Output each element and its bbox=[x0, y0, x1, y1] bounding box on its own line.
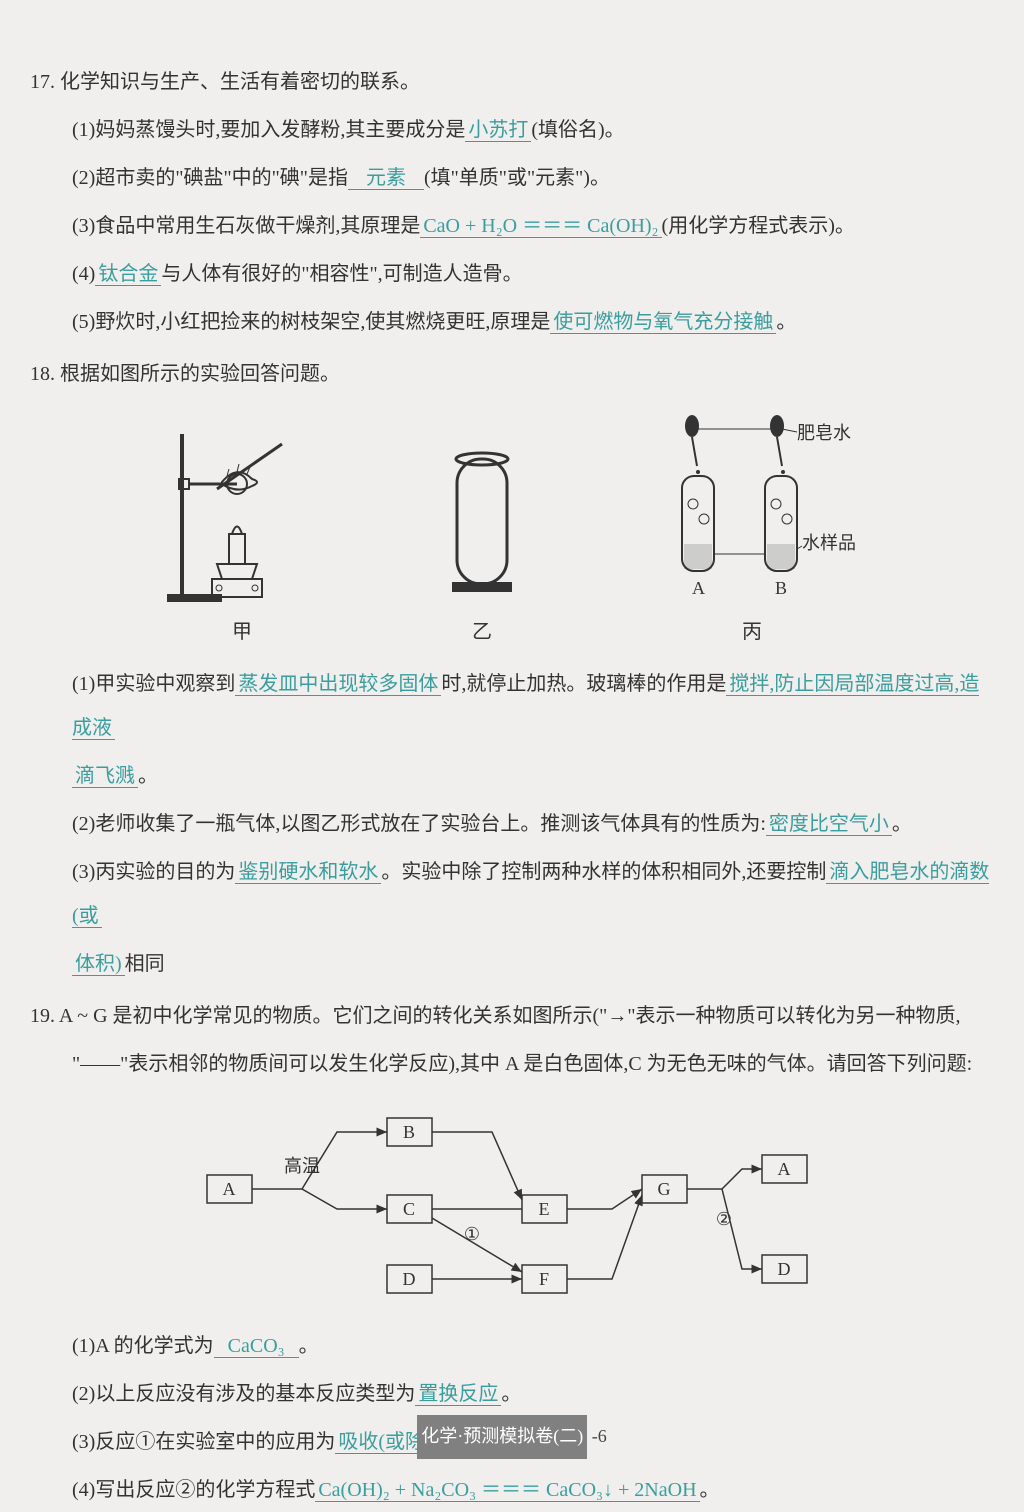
q17-sub5: (5)野炊时,小红把捡来的树枝架空,使其燃烧更旺,原理是使可燃物与氧气充分接触。 bbox=[30, 300, 994, 344]
q17-sub1: (1)妈妈蒸馒头时,要加入发酵粉,其主要成分是小苏打(填俗名)。 bbox=[30, 108, 994, 152]
q18-s2-a: (2)老师收集了一瓶气体,以图乙形式放在了实验台上。推测该气体具有的性质为: bbox=[72, 813, 766, 835]
substance-flowchart-icon: A B C D E F G A D 高温 ① ② bbox=[162, 1100, 862, 1310]
q18-number: 18. bbox=[30, 363, 55, 385]
q18-stem: 根据如图所示的实验回答问题。 bbox=[60, 363, 340, 385]
q17-s2-b: (填"单质"或"元素")。 bbox=[424, 167, 610, 189]
soap-water-test-icon: 肥皂水 水样品 A B bbox=[647, 414, 857, 604]
q18-s1-ans2-l2: 滴飞溅 bbox=[72, 765, 138, 788]
q17-s1-b: (填俗名)。 bbox=[531, 119, 624, 141]
q18-sub1-cont: 滴飞溅。 bbox=[30, 754, 994, 798]
q18-s1-c: 。 bbox=[138, 765, 158, 787]
node-g: G bbox=[658, 1179, 671, 1199]
q18-sub3-cont: 体积)相同 bbox=[30, 942, 994, 986]
q18-s3-ans2-l2: 体积) bbox=[72, 953, 125, 976]
q19-s4-b: 。 bbox=[700, 1479, 720, 1501]
q18-s2-ans: 密度比空气小 bbox=[766, 813, 892, 836]
hi-temp-label: 高温 bbox=[284, 1156, 320, 1176]
node-c: C bbox=[403, 1199, 415, 1219]
evaporation-setup-icon bbox=[167, 424, 317, 604]
q18-sub2: (2)老师收集了一瓶气体,以图乙形式放在了实验台上。推测该气体具有的性质为:密度… bbox=[30, 802, 994, 846]
tube-b-label: B bbox=[775, 578, 787, 598]
q17-s4-a: (4) bbox=[72, 263, 95, 285]
q17-sub3: (3)食品中常用生石灰做干燥剂,其原理是CaO + H₂O ＝＝＝ Ca(OH)… bbox=[30, 204, 994, 248]
q19-s4-a: (4)写出反应②的化学方程式 bbox=[72, 1479, 315, 1501]
node-b: B bbox=[403, 1122, 415, 1142]
q19-s1-ans: CaCO₃ bbox=[214, 1335, 299, 1358]
q19-s4-ans: Ca(OH)₂ + Na₂CO₃ ＝＝＝ CaCO₃↓ + 2NaOH bbox=[315, 1479, 699, 1502]
q17-sub2: (2)超市卖的"碘盐"中的"碘"是指元素(填"单质"或"元素")。 bbox=[30, 156, 994, 200]
q18-s1-b: 时,就停止加热。玻璃棒的作用是 bbox=[441, 673, 726, 695]
q18-sub3: (3)丙实验的目的为鉴别硬水和软水。实验中除了控制两种水样的体积相同外,还要控制… bbox=[30, 850, 994, 938]
q18-s2-b: 。 bbox=[892, 813, 912, 835]
q17-s5-b: 。 bbox=[776, 311, 796, 333]
q19-s2-a: (2)以上反应没有涉及的基本反应类型为 bbox=[72, 1383, 415, 1405]
q17-s2-a: (2)超市卖的"碘盐"中的"碘"是指 bbox=[72, 167, 348, 189]
soap-label: 肥皂水 bbox=[797, 423, 851, 443]
sample-label: 水样品 bbox=[802, 533, 856, 553]
q17-s3-ans: CaO + H₂O ＝＝＝ Ca(OH)₂ bbox=[420, 215, 661, 238]
q19-sub4: (4)写出反应②的化学方程式Ca(OH)₂ + Na₂CO₃ ＝＝＝ CaCO₃… bbox=[30, 1468, 994, 1512]
node-d1: D bbox=[403, 1269, 416, 1289]
q17-s4-b: 与人体有很好的"相容性",可制造人造骨。 bbox=[161, 263, 522, 285]
question-17: 17. 化学知识与生产、生活有着密切的联系。 (1)妈妈蒸馒头时,要加入发酵粉,… bbox=[30, 60, 994, 344]
question-18: 18. 根据如图所示的实验回答问题。 甲 bbox=[30, 352, 994, 986]
node-a2: A bbox=[778, 1159, 791, 1179]
q19-number: 19. bbox=[30, 1005, 55, 1027]
q19-s1-b: 。 bbox=[299, 1335, 319, 1357]
page-footer: 化学·预测模拟卷(二) -6 bbox=[0, 1414, 1024, 1459]
q17-number: 17. bbox=[30, 71, 55, 93]
footer-tail: -6 bbox=[587, 1426, 607, 1446]
q17-s2-ans: 元素 bbox=[348, 167, 424, 190]
q18-s1-ans1: 蒸发皿中出现较多固体 bbox=[235, 673, 441, 696]
q17-s5-ans: 使可燃物与氧气充分接触 bbox=[550, 311, 776, 334]
fig-yi: 乙 bbox=[427, 434, 537, 654]
q19-diagram: A B C D E F G A D 高温 ① ② bbox=[30, 1100, 994, 1310]
q17-sub4: (4)钛合金与人体有很好的"相容性",可制造人造骨。 bbox=[30, 252, 994, 296]
r1-label: ① bbox=[464, 1224, 480, 1244]
q19-s2-b: 。 bbox=[501, 1383, 521, 1405]
q19-s1-a: (1)A 的化学式为 bbox=[72, 1335, 214, 1357]
q19-s2-ans: 置换反应 bbox=[415, 1383, 501, 1406]
q17-s3-a: (3)食品中常用生石灰做干燥剂,其原理是 bbox=[72, 215, 420, 237]
fig-bing-label: 丙 bbox=[647, 610, 857, 654]
q18-s3-c: 相同 bbox=[125, 953, 165, 975]
q19-stem2: "——"表示相邻的物质间可以发生化学反应),其中 A 是白色固体,C 为无色无味… bbox=[30, 1042, 994, 1086]
q18-s3-ans1: 鉴别硬水和软水 bbox=[235, 861, 381, 884]
node-f: F bbox=[539, 1269, 549, 1289]
q18-s1-a: (1)甲实验中观察到 bbox=[72, 673, 235, 695]
node-d2: D bbox=[778, 1259, 791, 1279]
fig-bing: 肥皂水 水样品 A B 丙 bbox=[647, 414, 857, 654]
gas-bottle-icon bbox=[427, 434, 537, 604]
tube-a-label: A bbox=[692, 578, 705, 598]
q17-s3-b: (用化学方程式表示)。 bbox=[662, 215, 855, 237]
q19-sub2: (2)以上反应没有涉及的基本反应类型为置换反应。 bbox=[30, 1372, 994, 1416]
q19-stem1: A ~ G 是初中化学常见的物质。它们之间的转化关系如图所示("→"表示一种物质… bbox=[59, 1005, 961, 1027]
q18-figures: 甲 乙 肥皂水 bbox=[30, 414, 994, 654]
q17-s5-a: (5)野炊时,小红把捡来的树枝架空,使其燃烧更旺,原理是 bbox=[72, 311, 550, 333]
q17-s4-ans: 钛合金 bbox=[95, 263, 161, 286]
q17-s1-ans: 小苏打 bbox=[465, 119, 531, 142]
footer-band: 化学·预测模拟卷(二) bbox=[417, 1415, 587, 1459]
node-e: E bbox=[539, 1199, 550, 1219]
fig-jia: 甲 bbox=[167, 424, 317, 654]
node-a: A bbox=[223, 1179, 236, 1199]
q19-sub1: (1)A 的化学式为CaCO₃。 bbox=[30, 1324, 994, 1368]
fig-jia-label: 甲 bbox=[167, 610, 317, 654]
q18-sub1: (1)甲实验中观察到蒸发皿中出现较多固体时,就停止加热。玻璃棒的作用是搅拌,防止… bbox=[30, 662, 994, 750]
fig-yi-label: 乙 bbox=[427, 610, 537, 654]
q17-stem: 化学知识与生产、生活有着密切的联系。 bbox=[60, 71, 420, 93]
q18-s3-b: 。实验中除了控制两种水样的体积相同外,还要控制 bbox=[381, 861, 826, 883]
q18-s3-a: (3)丙实验的目的为 bbox=[72, 861, 235, 883]
q17-s1-a: (1)妈妈蒸馒头时,要加入发酵粉,其主要成分是 bbox=[72, 119, 465, 141]
